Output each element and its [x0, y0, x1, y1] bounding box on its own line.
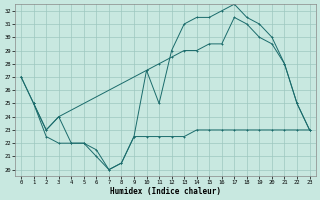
X-axis label: Humidex (Indice chaleur): Humidex (Indice chaleur)	[110, 187, 221, 196]
